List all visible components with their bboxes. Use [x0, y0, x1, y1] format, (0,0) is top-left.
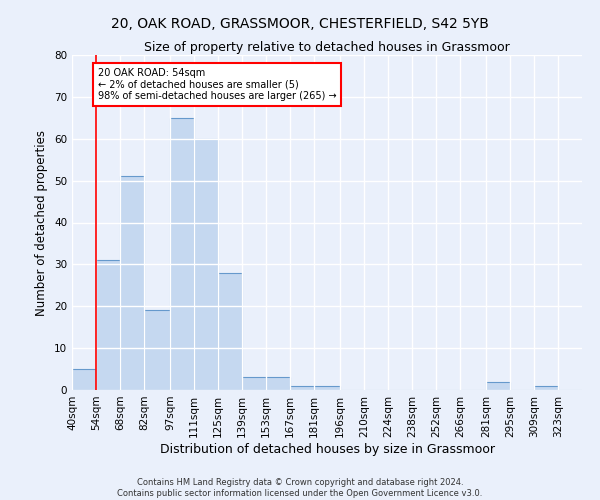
Bar — [120, 176, 144, 390]
Bar — [96, 260, 120, 390]
X-axis label: Distribution of detached houses by size in Grassmoor: Distribution of detached houses by size … — [160, 442, 494, 456]
Bar — [144, 310, 170, 390]
Bar — [72, 369, 96, 390]
Bar — [194, 138, 218, 390]
Text: Contains HM Land Registry data © Crown copyright and database right 2024.
Contai: Contains HM Land Registry data © Crown c… — [118, 478, 482, 498]
Bar — [218, 273, 242, 390]
Text: 20, OAK ROAD, GRASSMOOR, CHESTERFIELD, S42 5YB: 20, OAK ROAD, GRASSMOOR, CHESTERFIELD, S… — [111, 18, 489, 32]
Bar — [314, 386, 340, 390]
Bar — [266, 378, 290, 390]
Bar — [534, 386, 558, 390]
Bar — [486, 382, 510, 390]
Y-axis label: Number of detached properties: Number of detached properties — [35, 130, 49, 316]
Bar — [290, 386, 314, 390]
Bar — [242, 378, 266, 390]
Text: 20 OAK ROAD: 54sqm
← 2% of detached houses are smaller (5)
98% of semi-detached : 20 OAK ROAD: 54sqm ← 2% of detached hous… — [98, 68, 337, 101]
Title: Size of property relative to detached houses in Grassmoor: Size of property relative to detached ho… — [144, 41, 510, 54]
Bar — [170, 118, 194, 390]
